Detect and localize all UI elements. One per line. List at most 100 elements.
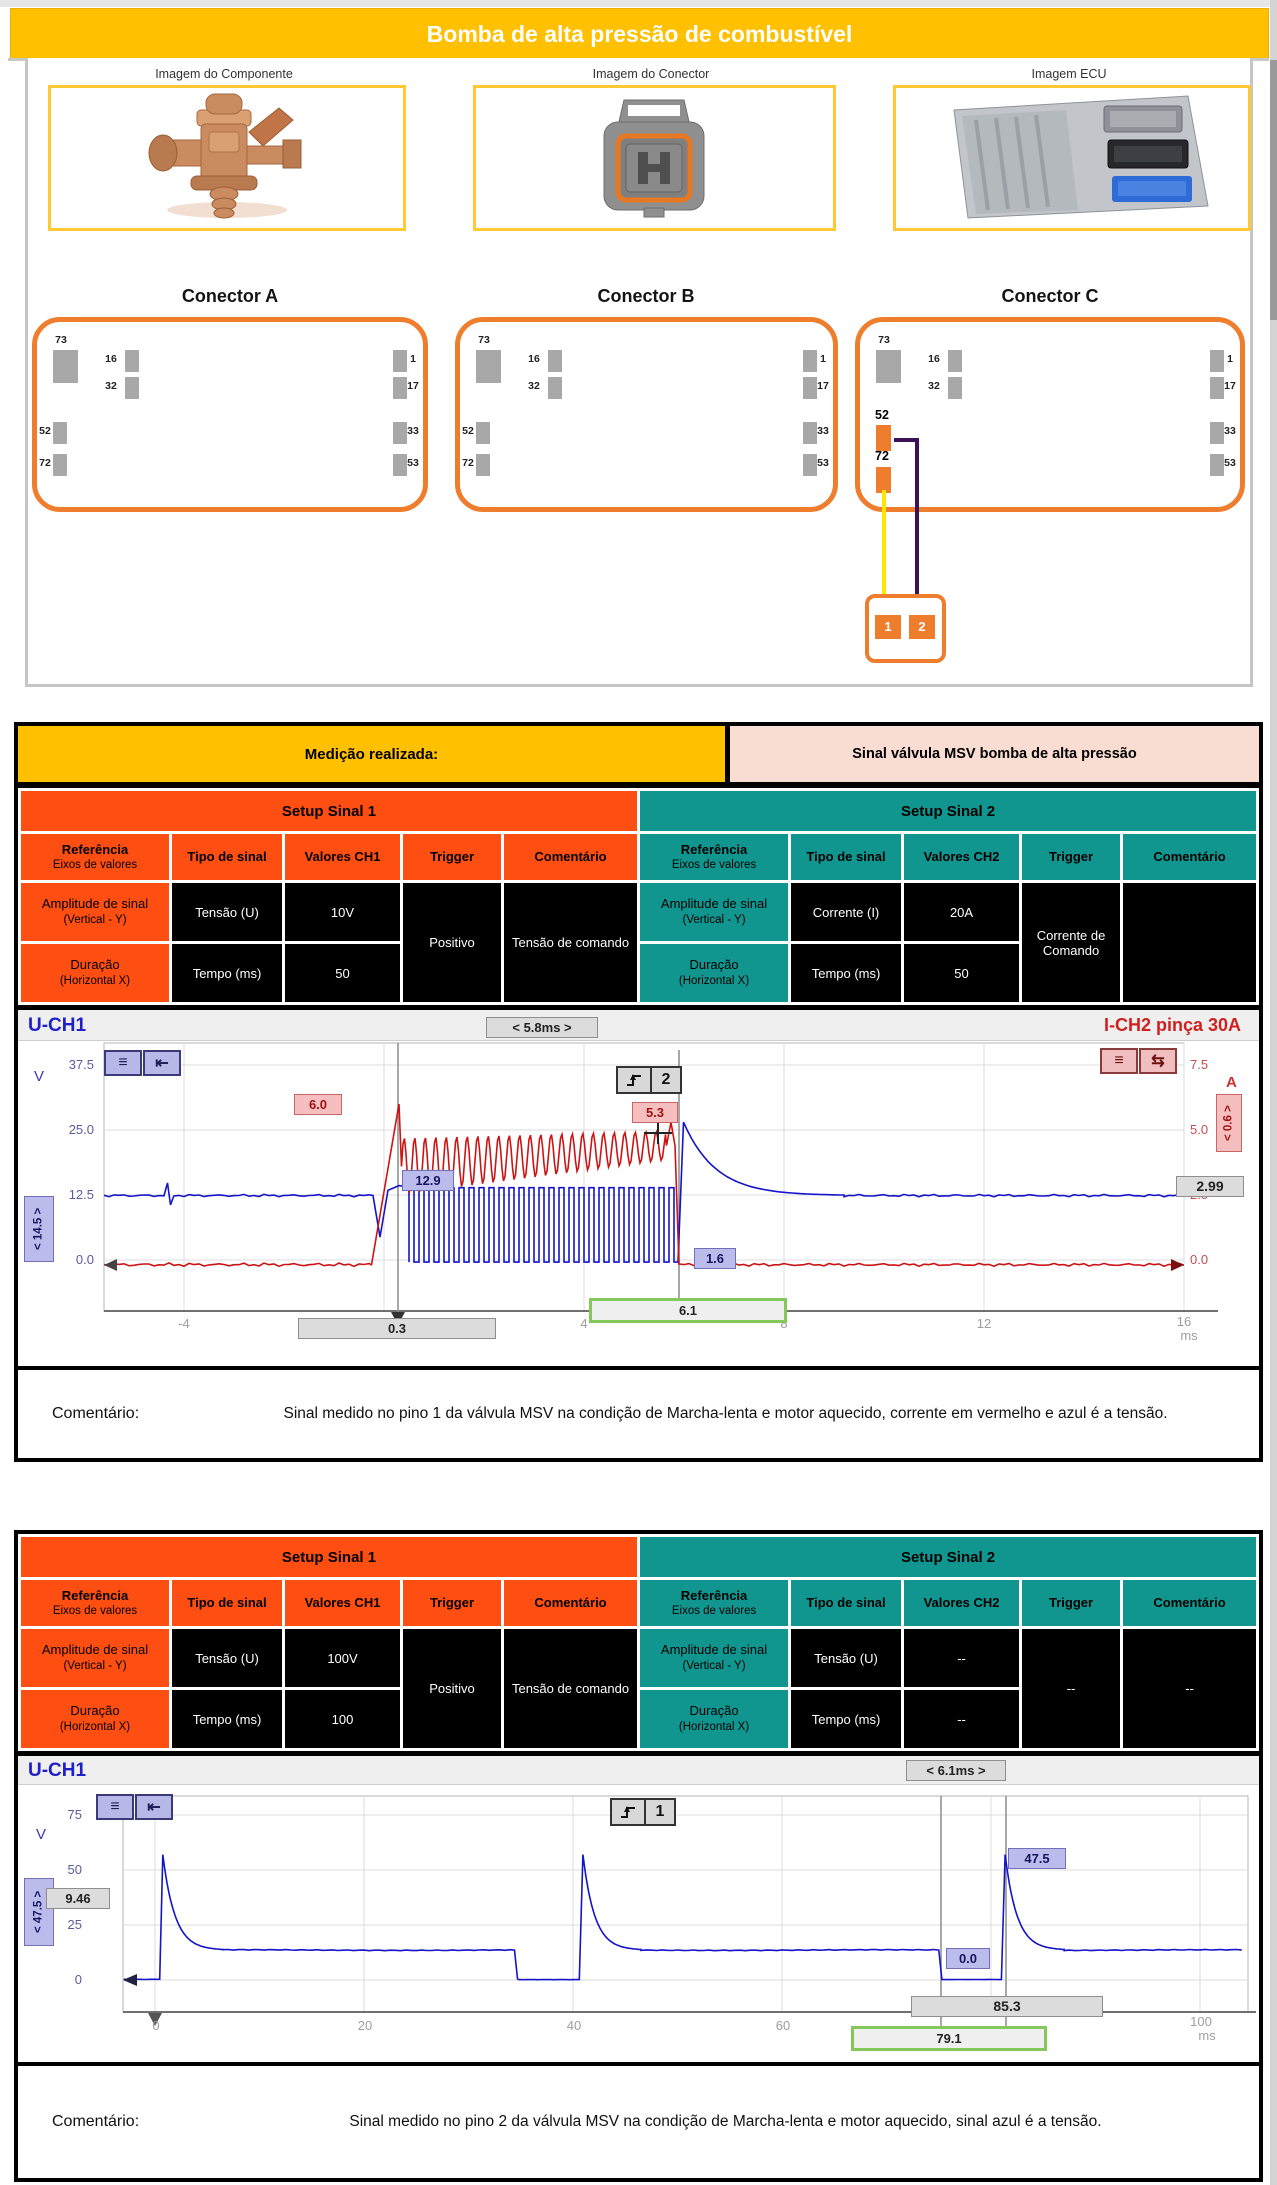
- trigger-channel-number: 2: [661, 1071, 671, 1088]
- pin-32-label: 32: [928, 380, 940, 392]
- ch2-value: 20A: [904, 883, 1020, 941]
- trigger-value: Positivo: [403, 883, 501, 1002]
- pin-72-contact: [53, 454, 67, 476]
- pin-53-label: 53: [407, 457, 419, 469]
- ecu-image: [893, 85, 1251, 231]
- trigger-indicator[interactable]: 2: [616, 1066, 682, 1094]
- x-tick: 100: [1190, 2014, 1212, 2029]
- x-tick: 0: [152, 2018, 160, 2033]
- pin-1-contact: [393, 350, 407, 372]
- y-tick: 25: [67, 1917, 82, 1932]
- col-comentario: Comentário: [504, 834, 638, 880]
- comment-text: Sinal medido no pino 1 da válvula MSV na…: [283, 1404, 1168, 1422]
- col-trigger: Trigger: [403, 1580, 501, 1626]
- scrollbar[interactable]: [1270, 0, 1277, 2185]
- trigger-time-readout: 0.3: [298, 1318, 496, 1339]
- pin-32-contact: [548, 377, 562, 399]
- pin-53-contact: [393, 454, 407, 476]
- tipo-value: Tempo (ms): [791, 1690, 902, 1748]
- col-trigger: Trigger: [403, 834, 501, 880]
- x-tick: 20: [357, 2018, 373, 2033]
- col-referencia: Referência Eixos de valores: [640, 834, 789, 880]
- channel2-position-icon[interactable]: ⇆: [1139, 1048, 1177, 1074]
- scope-toolbar: [18, 1756, 1259, 1785]
- channel-menu-icon[interactable]: ≡: [104, 1050, 142, 1076]
- pulse-width-readout: 6.1: [589, 1298, 787, 1323]
- pin-52-label-highlighted: 52: [875, 408, 889, 422]
- pin-53-contact: [1210, 454, 1224, 476]
- connector-a-box: 73 16 32 1 17 52 72 33 53: [32, 317, 428, 512]
- pin-17-contact: [393, 377, 407, 399]
- pin-17-label: 17: [817, 380, 829, 392]
- ecu-image-label: Imagem ECU: [1031, 67, 1107, 81]
- tipo-value: Corrente (I): [791, 883, 902, 941]
- channel-menu-icon[interactable]: ≡: [96, 1794, 134, 1820]
- current-range-readout: < 0.6 >: [1216, 1094, 1242, 1152]
- channel-1-title: U-CH1: [28, 1015, 87, 1036]
- pin-72-contact: [476, 454, 490, 476]
- col-tipo-sinal: Tipo de sinal: [791, 1580, 902, 1626]
- pin-73-label: 73: [478, 334, 490, 346]
- x-tick: 8: [780, 1316, 788, 1331]
- scrollbar-thumb[interactable]: [1270, 60, 1277, 320]
- pin-73-contact: [53, 350, 78, 383]
- amplitude-ref: Amplitude de sinal (Vertical - Y): [640, 1629, 789, 1687]
- tipo-value: Tempo (ms): [791, 944, 902, 1002]
- pin-17-contact: [1210, 377, 1224, 399]
- fuel-pump-illustration: [148, 93, 302, 219]
- y-tick: 50: [67, 1862, 82, 1877]
- setup-signal1-title: Setup Sinal 1: [21, 1537, 638, 1577]
- col-valores-ch1: Valores CH1: [285, 1580, 400, 1626]
- pin-33-label: 33: [407, 425, 419, 437]
- col-referencia: Referência Eixos de valores: [640, 1580, 789, 1626]
- col-comentario: Comentário: [504, 1580, 638, 1626]
- x-axis-unit: ms: [1198, 2028, 1216, 2043]
- voltage-end-label: 1.6: [694, 1248, 736, 1269]
- channel2-menu-icon[interactable]: ≡: [1100, 1048, 1138, 1074]
- voltage-peak-label: 47.5: [1008, 1848, 1066, 1869]
- x-tick: 12: [976, 1316, 992, 1331]
- trigger-indicator[interactable]: 1: [610, 1798, 676, 1826]
- col-referencia: Referência Eixos de valores: [21, 834, 169, 880]
- time-cursor-readout: < 5.8ms >: [486, 1017, 598, 1038]
- pin-1-label: 1: [410, 353, 416, 365]
- ch2-value: 50: [904, 944, 1020, 1002]
- component-image: [48, 85, 406, 231]
- comment-block-1: Comentário: Sinal medido no pino 1 da vá…: [18, 1366, 1259, 1458]
- current-cursor-label: 5.3: [632, 1102, 678, 1123]
- pin-73-label: 73: [878, 334, 890, 346]
- pin-73-contact: [476, 350, 501, 383]
- pin-16-label: 16: [105, 353, 117, 365]
- pin-33-label: 33: [817, 425, 829, 437]
- connector-c-title: Conector C: [1001, 286, 1099, 306]
- col-comentario: Comentário: [1123, 834, 1257, 880]
- voltage-start-label: 12.9: [402, 1170, 454, 1191]
- y-axis-unit-right: A: [1226, 1074, 1237, 1091]
- time-total-readout: 85.3: [911, 1996, 1103, 2017]
- oscilloscope-capture-1: U-CH1 < 5.8ms > I-CH2 pinça 30A ≡ ⇤ ≡ ⇆ …: [18, 1005, 1259, 1366]
- trigger-value: --: [1022, 1629, 1121, 1748]
- setup-signal2-title: Setup Sinal 2: [640, 1537, 1257, 1577]
- page-title: Bomba de alta pressão de combustível: [10, 8, 1269, 60]
- col-valores-ch2: Valores CH2: [904, 834, 1020, 880]
- pin-52-contact: [53, 422, 67, 444]
- pin-32-contact: [125, 377, 139, 399]
- pin-72-label: 72: [39, 457, 51, 469]
- col-tipo-sinal: Tipo de sinal: [172, 1580, 282, 1626]
- comment-value: [1123, 883, 1257, 1002]
- oscilloscope-capture-2: U-CH1 < 6.1ms > ≡ ⇤ 1 V 75 50 25 0 < 47.…: [18, 1751, 1259, 2062]
- pin-16-label: 16: [528, 353, 540, 365]
- pin-16-label: 16: [928, 353, 940, 365]
- ch1-value: 50: [285, 944, 400, 1002]
- amplitude-ref: Amplitude de sinal (Vertical - Y): [21, 1629, 169, 1687]
- pin-32-label: 32: [105, 380, 117, 392]
- tipo-value: Tensão (U): [172, 1629, 282, 1687]
- valve-2pin-connector: 1 2: [865, 594, 946, 663]
- voltage-range-readout: < 14.5 >: [24, 1196, 54, 1262]
- channel-position-icon[interactable]: ⇤: [143, 1050, 181, 1076]
- tipo-value: Tempo (ms): [172, 944, 282, 1002]
- y-tick: 0: [74, 1972, 82, 1987]
- pin-1-label: 1: [820, 353, 826, 365]
- channel-position-icon[interactable]: ⇤: [135, 1794, 173, 1820]
- pin-17-label: 17: [1224, 380, 1236, 392]
